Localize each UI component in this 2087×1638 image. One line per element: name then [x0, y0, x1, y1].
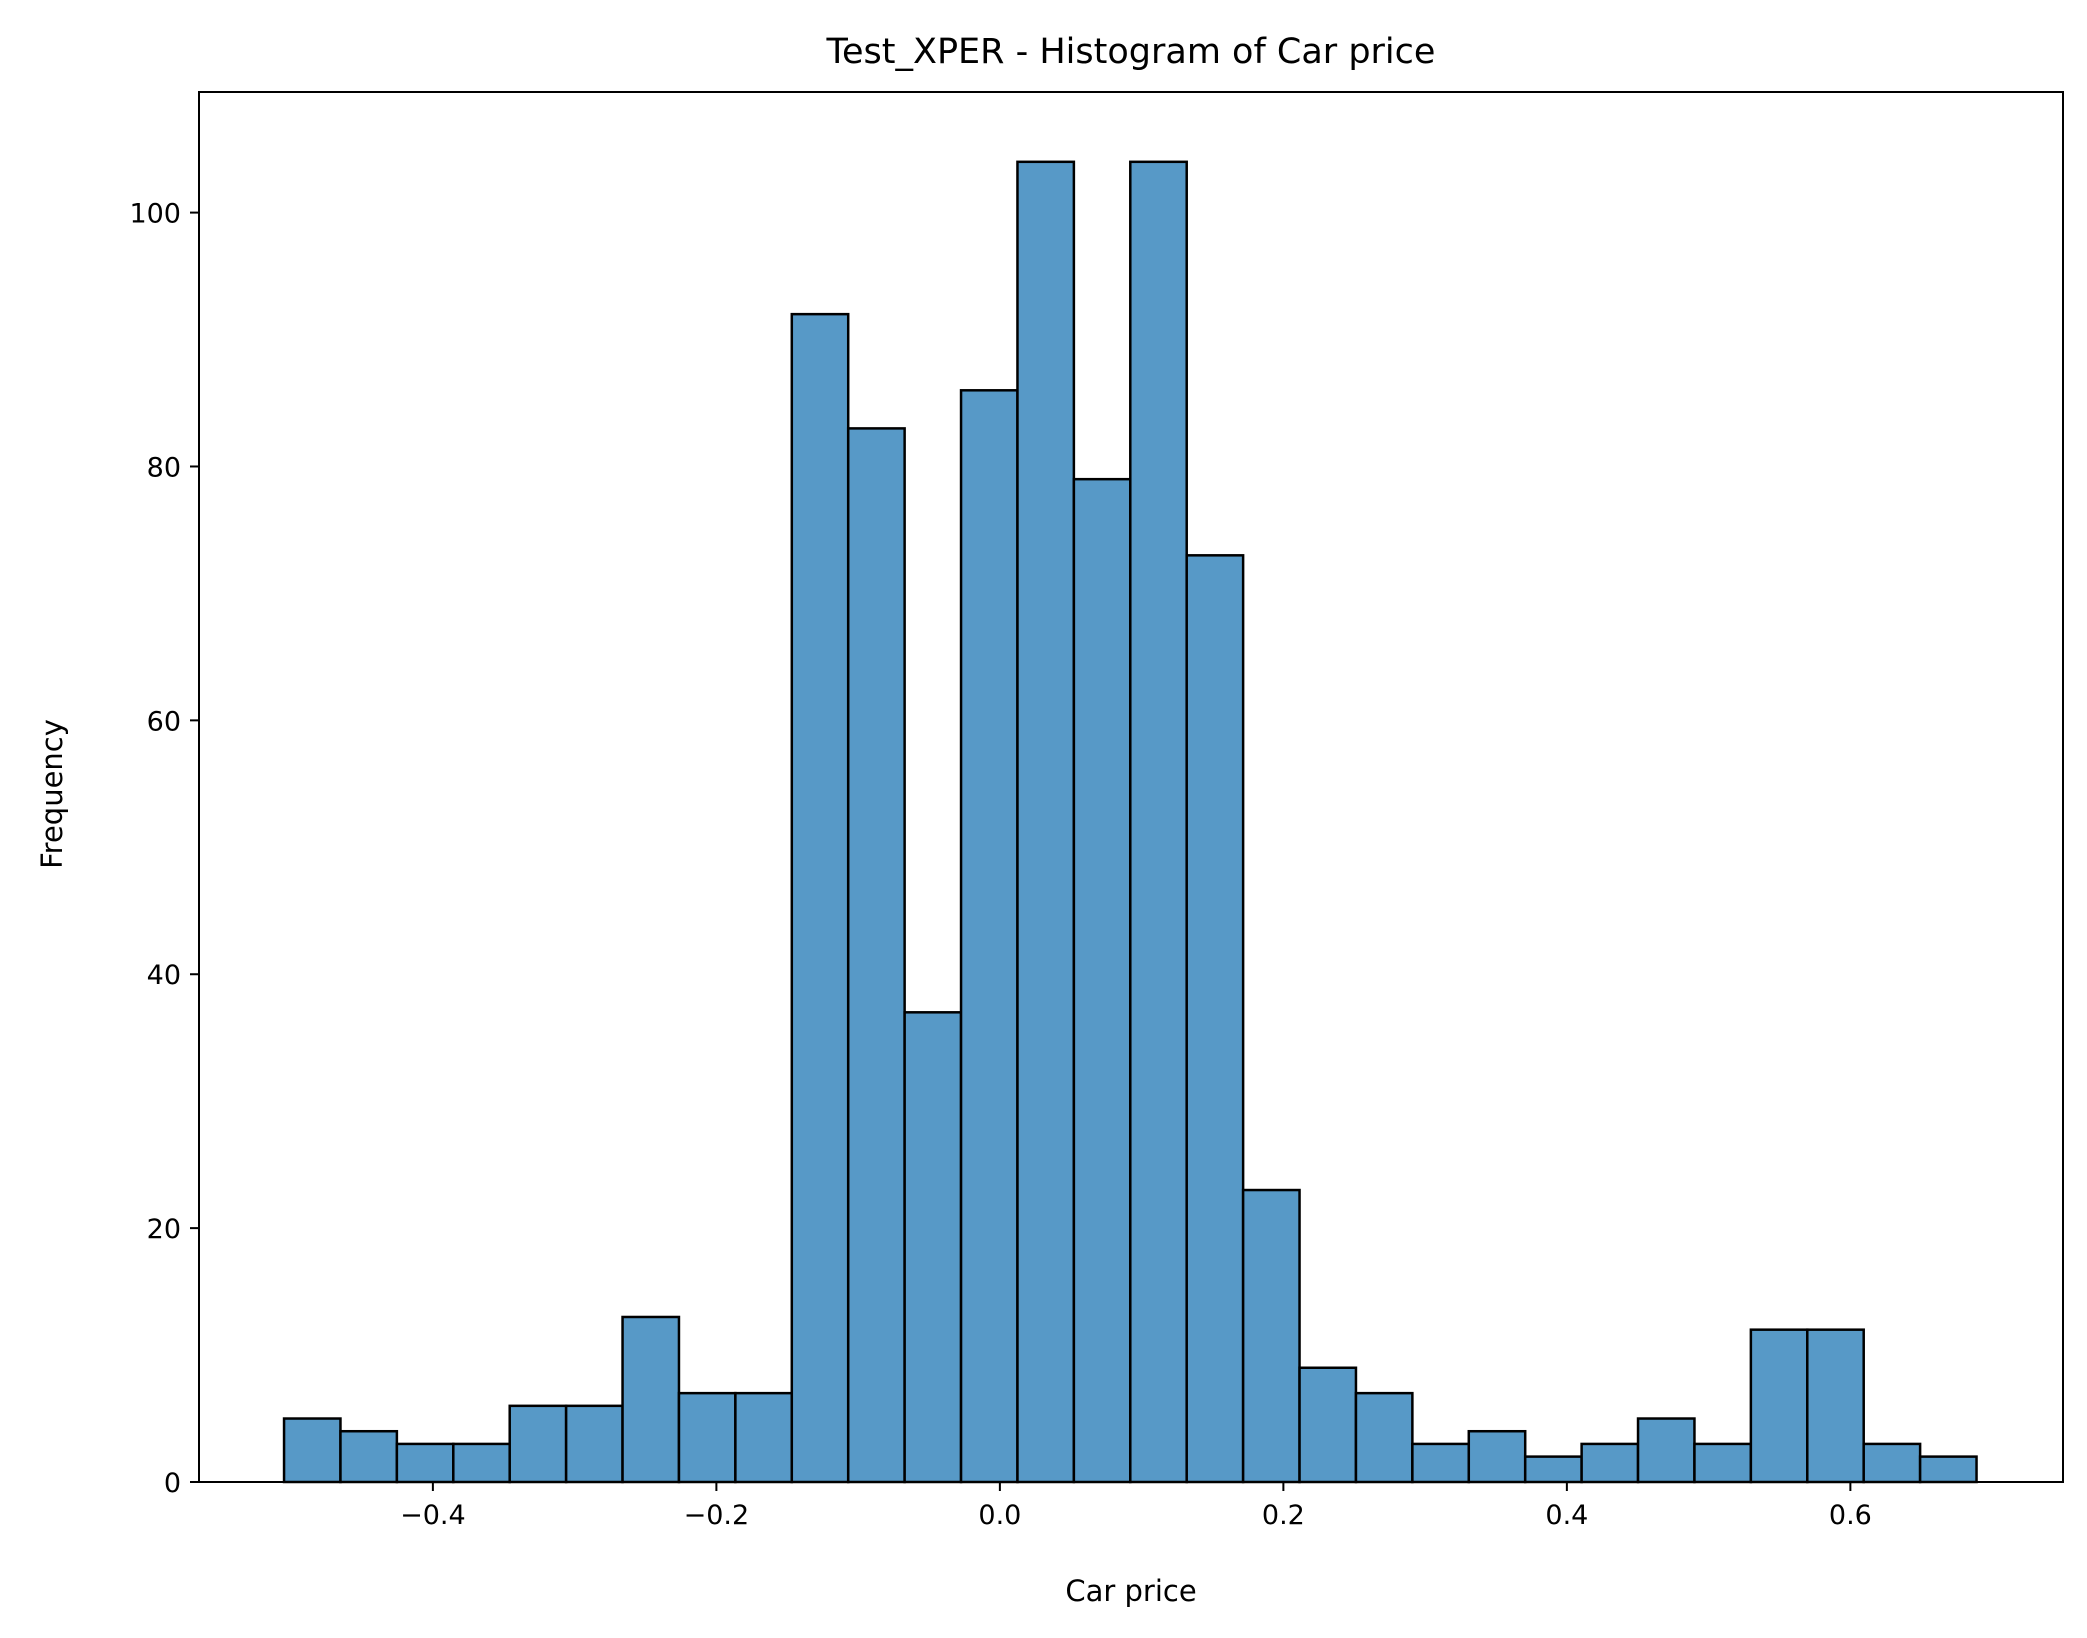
histogram-bar [1467, 1429, 1527, 1484]
histogram-bar [1523, 1455, 1583, 1484]
histogram-bar [564, 1404, 624, 1484]
histogram-bar [1693, 1442, 1753, 1484]
y-tick-label: 20 [147, 1214, 181, 1245]
histogram-bar [677, 1391, 737, 1484]
y-tick-label: 60 [147, 706, 181, 737]
x-tick-label: 0.0 [978, 1500, 1021, 1531]
histogram-bar [1129, 160, 1188, 1484]
histogram-bar [1411, 1442, 1471, 1484]
x-axis-label: Car price [1065, 1574, 1196, 1608]
histogram-bar [1918, 1455, 1978, 1484]
histogram-bar [1241, 1188, 1301, 1484]
histogram-bar [282, 1417, 342, 1484]
histogram-bar [1354, 1391, 1414, 1484]
histogram-bar [621, 1315, 681, 1484]
plot-frame [198, 91, 2064, 1483]
histogram-bar [1580, 1442, 1640, 1484]
histogram-bar [846, 427, 906, 1484]
y-axis-ticks: 0 20 40 60 80 100 [129, 199, 199, 1499]
histogram-bar [790, 312, 850, 1484]
x-axis-ticks: −0.4 −0.2 0.0 0.2 0.4 0.6 [400, 1482, 1872, 1531]
histogram-bar [959, 389, 1019, 1484]
histogram-bar [1636, 1417, 1696, 1484]
histogram-bar [1185, 554, 1245, 1484]
x-tick-label: −0.4 [400, 1500, 466, 1531]
histogram-bar [1016, 160, 1076, 1484]
histogram-bar [734, 1391, 794, 1484]
histogram-bar [508, 1404, 568, 1484]
x-tick-label: 0.4 [1545, 1500, 1588, 1531]
histogram-bar [1862, 1442, 1922, 1484]
histogram-bar [452, 1442, 511, 1484]
y-tick-label: 0 [164, 1468, 181, 1499]
bars-group [282, 160, 1978, 1484]
y-tick-label: 80 [147, 452, 181, 483]
histogram-bar [1298, 1366, 1358, 1484]
x-tick-label: −0.2 [684, 1500, 750, 1531]
histogram-bar [1072, 477, 1132, 1484]
histogram-bar [395, 1442, 455, 1484]
x-tick-label: 0.6 [1829, 1500, 1872, 1531]
x-tick-label: 0.2 [1262, 1500, 1305, 1531]
histogram-bar [1806, 1328, 1865, 1484]
histogram-bar [339, 1429, 399, 1484]
histogram-bar [1749, 1328, 1809, 1484]
chart-title: Test_XPER - Histogram of Car price [826, 32, 1436, 72]
y-axis-label: Frequency [35, 719, 69, 869]
y-tick-label: 40 [147, 960, 181, 991]
histogram-bar [903, 1011, 963, 1484]
y-tick-label: 100 [129, 199, 181, 230]
